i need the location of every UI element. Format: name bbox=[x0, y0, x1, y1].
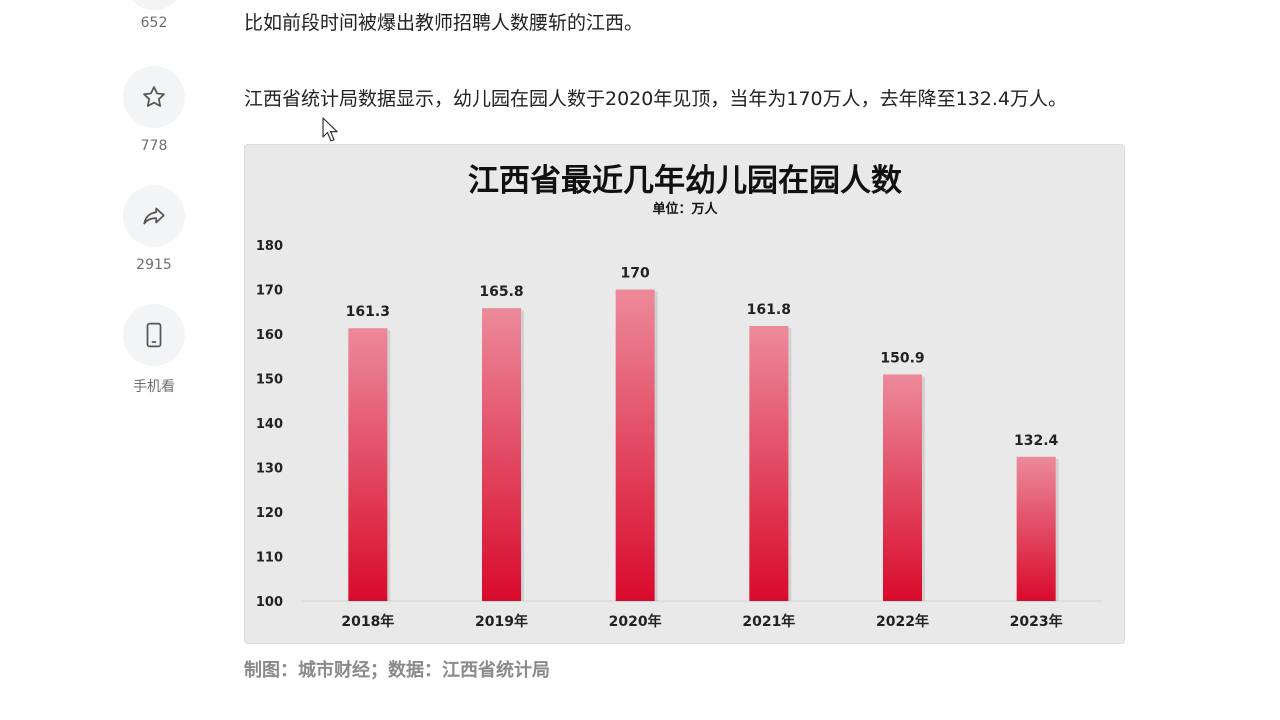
article-paragraph: 比如前段时间被爆出教师招聘人数腰斩的江西。 bbox=[244, 12, 644, 34]
chart-title: 江西省最近几年幼儿园在园人数 bbox=[468, 163, 902, 199]
bar bbox=[883, 374, 922, 601]
mouse-cursor-icon bbox=[322, 117, 338, 142]
thumb-up-icon[interactable] bbox=[123, 0, 185, 10]
x-tick-label: 2020年 bbox=[609, 613, 662, 630]
bar-value-label: 161.8 bbox=[747, 302, 791, 318]
x-tick-label: 2019年 bbox=[475, 613, 528, 630]
bar-chart: 江西省最近几年幼儿园在园人数 单位：万人 1001101201301401501… bbox=[256, 163, 1103, 630]
x-axis: 2018年 2019年 2020年 2021年 2022年 2023年 bbox=[341, 613, 1062, 630]
article-paragraph: 江西省统计局数据显示，幼儿园在园人数于2020年见顶，当年为170万人，去年降至… bbox=[244, 88, 1068, 110]
bar-value-label: 150.9 bbox=[880, 350, 924, 366]
x-tick-label: 2023年 bbox=[1010, 613, 1063, 630]
x-tick-label: 2021年 bbox=[742, 613, 795, 630]
mobile-view-label: 手机看 bbox=[133, 379, 175, 395]
star-icon[interactable] bbox=[123, 66, 185, 128]
bar bbox=[615, 289, 655, 601]
x-tick-label: 2022年 bbox=[876, 613, 929, 630]
share-action[interactable]: 2915 bbox=[112, 185, 196, 273]
phone-icon[interactable] bbox=[123, 304, 185, 366]
mobile-view-action[interactable]: 手机看 bbox=[112, 304, 196, 396]
x-tick-label: 2018年 bbox=[341, 613, 394, 630]
y-tick-label: 110 bbox=[256, 551, 283, 566]
bar bbox=[482, 308, 521, 601]
bar bbox=[348, 328, 388, 601]
bar-value-label: 132.4 bbox=[1014, 433, 1059, 449]
favorite-action[interactable]: 778 bbox=[112, 66, 196, 154]
y-tick-label: 170 bbox=[256, 284, 283, 299]
y-axis: 100 110 120 130 140 150 160 170 180 bbox=[256, 239, 1103, 610]
y-tick-label: 160 bbox=[256, 328, 283, 343]
chart-image: 江西省最近几年幼儿园在园人数 单位：万人 100 110 120 130 140 150 1… bbox=[244, 144, 1125, 644]
y-tick-label: 100 bbox=[256, 595, 283, 610]
y-tick-label: 140 bbox=[256, 417, 283, 432]
bar-value-label: 165.8 bbox=[479, 284, 523, 300]
like-count: 652 bbox=[140, 15, 168, 31]
chart-caption: 制图：城市财经；数据：江西省统计局 bbox=[244, 660, 550, 681]
y-tick-label: 180 bbox=[256, 239, 283, 254]
bar-value-label: 161.3 bbox=[346, 304, 390, 320]
y-tick-label: 150 bbox=[256, 373, 283, 388]
bar-value-label: 170 bbox=[621, 266, 650, 282]
bars: 161.3 165.8 170 161.8 150.9 132.4 bbox=[346, 266, 1059, 601]
bar bbox=[1016, 456, 1056, 601]
y-tick-label: 130 bbox=[256, 462, 283, 477]
favorite-count: 778 bbox=[140, 138, 168, 154]
y-tick-label: 120 bbox=[256, 506, 283, 521]
share-icon[interactable] bbox=[123, 185, 185, 247]
bar bbox=[749, 325, 789, 601]
chart-subtitle: 单位：万人 bbox=[652, 201, 718, 217]
share-count: 2915 bbox=[136, 257, 172, 273]
